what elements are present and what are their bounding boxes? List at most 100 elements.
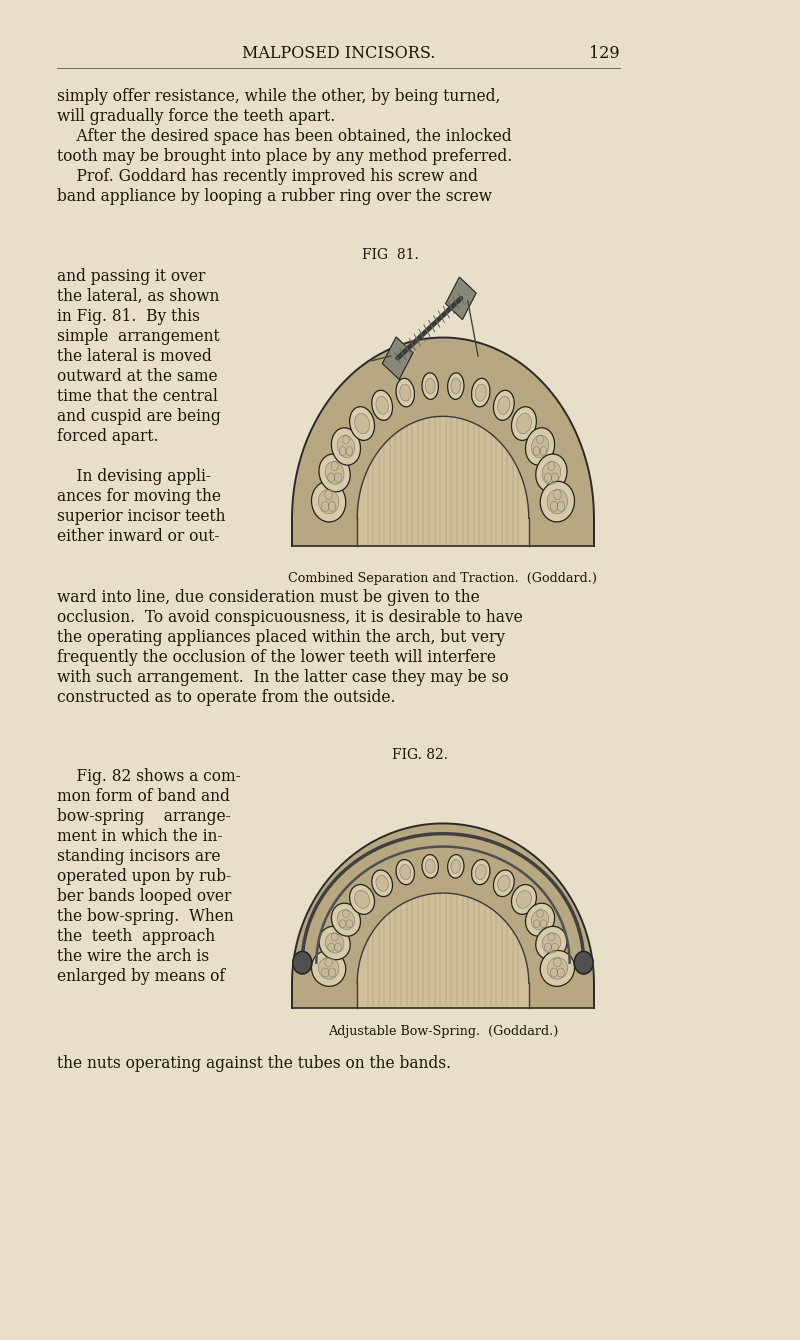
Text: operated upon by rub-: operated upon by rub- [57,868,231,884]
Text: will gradually force the teeth apart.: will gradually force the teeth apart. [57,109,335,125]
Ellipse shape [531,910,549,930]
Polygon shape [358,417,529,547]
Text: ances for moving the: ances for moving the [57,488,221,505]
Text: the lateral is moved: the lateral is moved [57,348,212,364]
Text: 129: 129 [590,46,620,62]
Ellipse shape [451,859,461,874]
Ellipse shape [517,891,531,909]
Ellipse shape [536,926,567,959]
Ellipse shape [396,378,414,407]
Text: Prof. Goddard has recently improved his screw and: Prof. Goddard has recently improved his … [57,168,478,185]
Ellipse shape [354,891,370,909]
Text: occlusion.  To avoid conspicuousness, it is desirable to have: occlusion. To avoid conspicuousness, it … [57,608,522,626]
Text: the nuts operating against the tubes on the bands.: the nuts operating against the tubes on … [57,1055,451,1072]
Text: Adjustable Bow-Spring.  (Goddard.): Adjustable Bow-Spring. (Goddard.) [328,1025,558,1038]
Text: enlarged by means of: enlarged by means of [57,967,225,985]
Ellipse shape [494,390,514,421]
Ellipse shape [498,875,510,891]
Text: bow-spring    arrange-: bow-spring arrange- [57,808,230,825]
Text: with such arrangement.  In the latter case they may be so: with such arrangement. In the latter cas… [57,669,509,686]
Ellipse shape [494,870,514,896]
Ellipse shape [426,378,435,394]
Ellipse shape [350,884,374,914]
Ellipse shape [526,427,554,465]
Text: constructed as to operate from the outside.: constructed as to operate from the outsi… [57,689,395,706]
Ellipse shape [318,958,339,980]
Text: tooth may be brought into place by any method preferred.: tooth may be brought into place by any m… [57,147,512,165]
Text: standing incisors are: standing incisors are [57,848,221,866]
Text: time that the central: time that the central [57,389,218,405]
Ellipse shape [422,855,438,878]
Ellipse shape [547,489,568,513]
Ellipse shape [400,864,410,879]
Ellipse shape [376,397,388,414]
Ellipse shape [326,933,344,953]
Text: After the desired space has been obtained, the inlocked: After the desired space has been obtaine… [57,129,512,145]
Ellipse shape [350,406,374,441]
Text: the  teeth  approach: the teeth approach [57,929,215,945]
Text: band appliance by looping a rubber ring over the screw: band appliance by looping a rubber ring … [57,188,492,205]
Text: the wire the arch is: the wire the arch is [57,947,209,965]
Ellipse shape [311,481,346,523]
Ellipse shape [331,427,361,465]
Text: forced apart.: forced apart. [57,427,158,445]
Text: simple  arrangement: simple arrangement [57,328,220,344]
Text: Combined Separation and Traction.  (Goddard.): Combined Separation and Traction. (Godda… [289,572,598,586]
Ellipse shape [372,390,393,421]
Ellipse shape [547,958,568,980]
Ellipse shape [426,859,435,874]
Text: either inward or out-: either inward or out- [57,528,219,545]
Text: in Fig. 81.  By this: in Fig. 81. By this [57,308,200,326]
Ellipse shape [319,926,350,959]
Ellipse shape [542,461,561,484]
Text: FIG  81.: FIG 81. [362,248,418,263]
Ellipse shape [451,378,461,394]
Text: and passing it over: and passing it over [57,268,206,285]
Ellipse shape [542,933,561,953]
Text: Fig. 82 shows a com-: Fig. 82 shows a com- [57,768,241,785]
Ellipse shape [396,859,414,884]
Ellipse shape [338,436,354,458]
Text: the bow-spring.  When: the bow-spring. When [57,909,234,925]
Ellipse shape [311,950,346,986]
Ellipse shape [475,385,486,401]
Ellipse shape [376,875,388,891]
Text: MALPOSED INCISORS.: MALPOSED INCISORS. [242,46,435,62]
Ellipse shape [511,406,536,441]
Ellipse shape [319,454,350,492]
Ellipse shape [400,385,410,401]
Text: and cuspid are being: and cuspid are being [57,407,221,425]
Ellipse shape [536,454,567,492]
Ellipse shape [331,903,361,937]
Ellipse shape [540,481,574,523]
Ellipse shape [318,489,339,513]
Polygon shape [358,892,529,1008]
Ellipse shape [526,903,554,937]
Text: ber bands looped over: ber bands looped over [57,888,231,905]
Ellipse shape [338,910,354,930]
Polygon shape [292,824,594,1008]
Polygon shape [292,338,594,547]
Text: the lateral, as shown: the lateral, as shown [57,288,219,306]
Ellipse shape [517,414,531,434]
Ellipse shape [448,373,464,399]
Ellipse shape [326,461,344,484]
Text: superior incisor teeth: superior incisor teeth [57,508,226,525]
Ellipse shape [471,378,490,407]
Circle shape [293,951,312,974]
Ellipse shape [471,859,490,884]
Circle shape [574,951,593,974]
Ellipse shape [422,373,438,399]
Ellipse shape [354,414,370,434]
Ellipse shape [540,950,574,986]
Text: outward at the same: outward at the same [57,369,218,385]
Ellipse shape [475,864,486,879]
Text: FIG. 82.: FIG. 82. [392,748,448,762]
Bar [446,277,476,320]
Text: mon form of band and: mon form of band and [57,788,230,805]
Ellipse shape [448,855,464,878]
Text: the operating appliances placed within the arch, but very: the operating appliances placed within t… [57,628,505,646]
Text: In devising appli-: In devising appli- [57,468,211,485]
Text: frequently the occlusion of the lower teeth will interfere: frequently the occlusion of the lower te… [57,649,496,666]
Ellipse shape [511,884,536,914]
